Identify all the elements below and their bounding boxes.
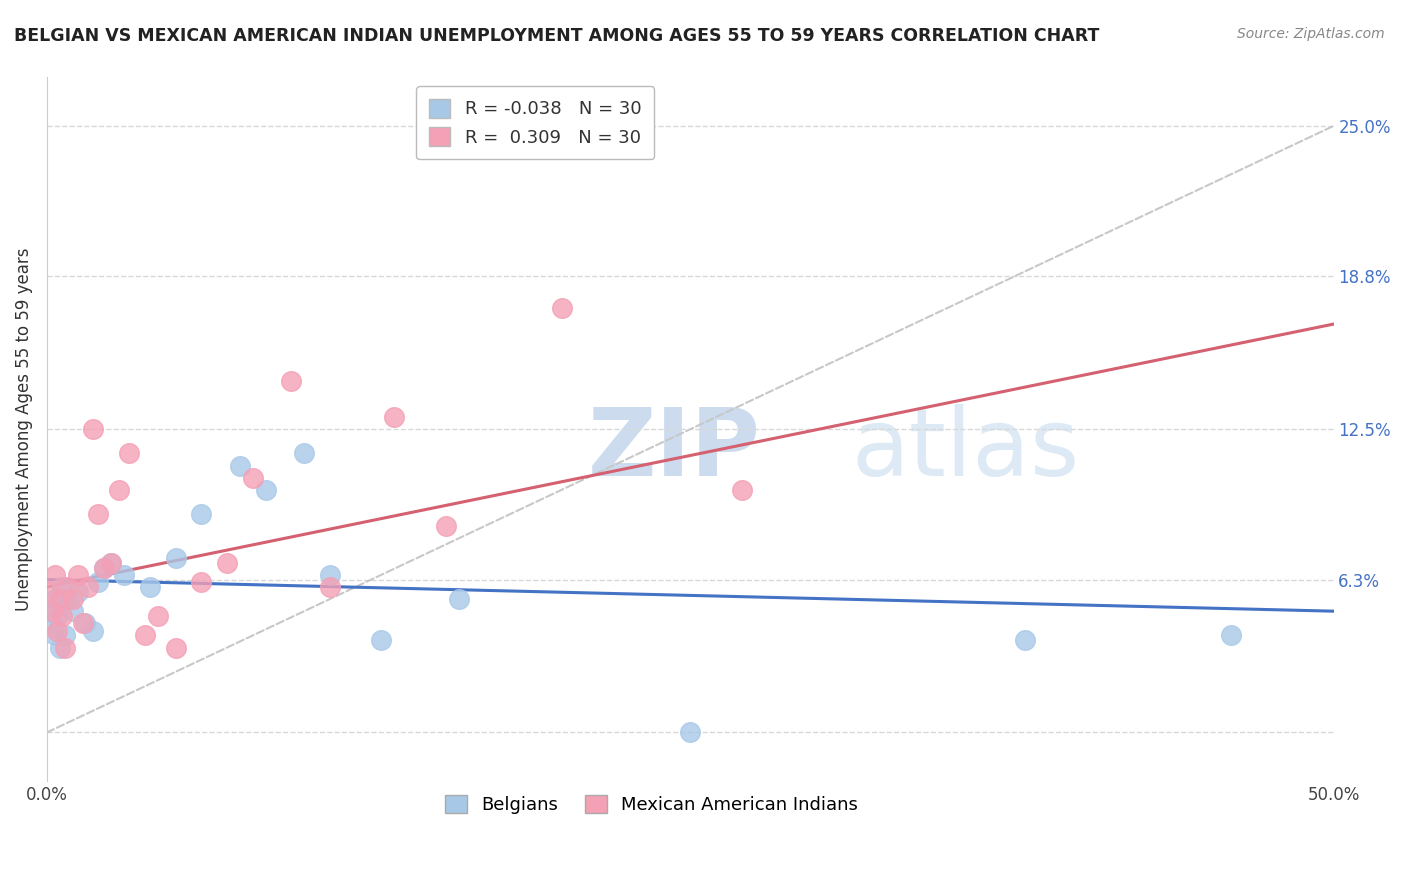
Point [62,604,84,618]
Text: Source: ZipAtlas.com: Source: ZipAtlas.com [1237,27,1385,41]
Point [49,592,72,607]
Point [731,483,754,497]
Point [134,628,156,642]
Point [56,592,79,607]
Point [190,507,212,521]
Point [319,567,342,582]
Point [51,580,73,594]
Point [215,556,238,570]
Point [100,556,122,570]
Point [66,584,89,599]
Point [41,604,63,618]
Point [165,550,187,565]
Point [146,609,169,624]
Point [38,584,60,599]
Point [190,575,212,590]
Point [75,616,97,631]
Point [51,609,73,624]
Text: ZIP: ZIP [588,404,761,496]
Point [370,633,392,648]
Point [46,609,69,624]
Legend: Belgians, Mexican American Indians: Belgians, Mexican American Indians [434,784,869,825]
Point [82,422,104,436]
Point [82,624,104,638]
Point [165,640,187,655]
Y-axis label: Unemployment Among Ages 55 to 59 years: Unemployment Among Ages 55 to 59 years [15,247,32,611]
Point [56,580,79,594]
Point [242,471,264,485]
Point [434,519,457,533]
Point [550,301,572,315]
Point [77,580,100,594]
Point [53,628,76,642]
Point [41,616,63,631]
Point [108,483,131,497]
Point [87,575,110,590]
Point [118,446,141,460]
Point [112,567,135,582]
Point [280,374,302,388]
Point [44,567,66,582]
Point [53,640,76,655]
Point [447,592,470,607]
Point [38,604,60,618]
Point [66,567,89,582]
Point [72,616,94,631]
Point [62,592,84,607]
Point [382,410,405,425]
Point [254,483,277,497]
Point [679,725,702,739]
Point [139,580,162,594]
Point [93,560,115,574]
Point [46,624,69,638]
Point [229,458,252,473]
Point [1014,633,1036,648]
Point [93,560,115,574]
Point [44,592,66,607]
Point [44,628,66,642]
Point [49,640,72,655]
Point [319,580,342,594]
Point [1219,628,1241,642]
Point [87,507,110,521]
Point [100,556,122,570]
Text: BELGIAN VS MEXICAN AMERICAN INDIAN UNEMPLOYMENT AMONG AGES 55 TO 59 YEARS CORREL: BELGIAN VS MEXICAN AMERICAN INDIAN UNEMP… [14,27,1099,45]
Point [292,446,315,460]
Text: atlas: atlas [851,404,1080,496]
Point [49,592,72,607]
